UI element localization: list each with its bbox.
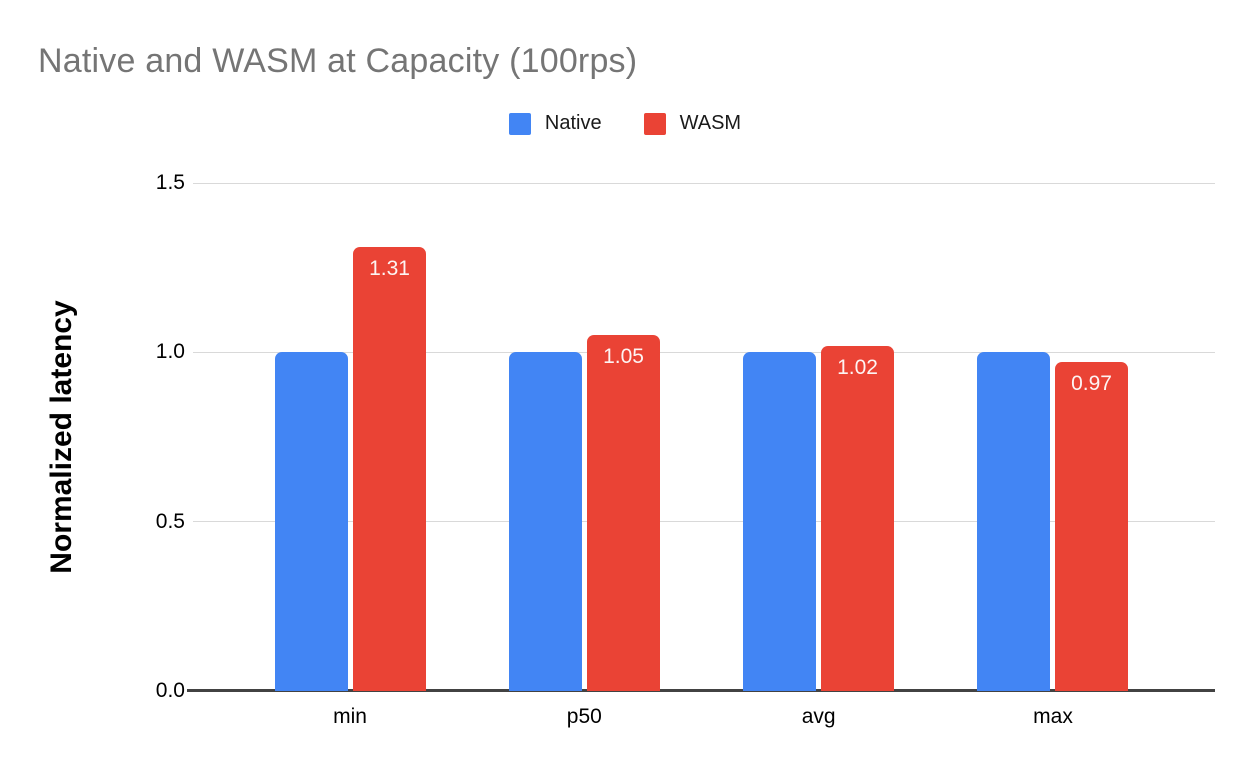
legend-label-native: Native — [544, 112, 602, 134]
x-category-label-min: min — [333, 705, 367, 728]
bar-native-max — [977, 352, 1050, 691]
legend-swatch-icon-wasm — [643, 112, 666, 135]
chart-title: Native and WASM at Capacity (100rps) — [38, 42, 638, 80]
bar-wasm-min: 1.31 — [353, 247, 426, 691]
legend-item-native: Native — [508, 112, 602, 135]
x-category-label-avg: avg — [801, 705, 836, 728]
bar-wasm-max: 0.97 — [1055, 362, 1128, 691]
bar-value-label-p50: 1.05 — [603, 345, 644, 368]
y-tick-label-0.5: 0.5 — [155, 509, 185, 533]
bar-value-label-max: 0.97 — [1071, 372, 1112, 395]
gridline-1.0 — [193, 351, 1215, 353]
legend-swatch-icon-native — [508, 112, 531, 135]
bar-value-label-min: 1.31 — [369, 257, 410, 280]
gridline-0.5 — [193, 521, 1215, 523]
y-tick-label-0.0: 0.0 — [155, 679, 185, 702]
x-category-label-p50: p50 — [566, 705, 602, 728]
legend-item-wasm: WASM — [643, 112, 742, 135]
x-axis-baseline — [187, 689, 1215, 692]
y-tick-label-1.0: 1.0 — [155, 340, 185, 364]
bar-value-label-avg: 1.02 — [837, 356, 878, 379]
plot-area: 1.31 1.05 1.02 0.97 — [187, 182, 1215, 692]
bar-native-avg — [743, 352, 816, 691]
bar-wasm-p50: 1.05 — [587, 335, 660, 691]
y-tick-label-1.5: 1.5 — [155, 171, 185, 194]
bar-native-p50 — [509, 352, 582, 691]
legend-label-wasm: WASM — [679, 112, 742, 134]
y-axis-title: Normalized latency — [45, 300, 78, 574]
legend: Native WASM — [0, 112, 1250, 135]
gridline-1.5 — [193, 182, 1215, 184]
bar-wasm-avg: 1.02 — [821, 346, 894, 691]
bar-native-min — [275, 352, 348, 691]
x-category-label-max: max — [1033, 705, 1073, 728]
